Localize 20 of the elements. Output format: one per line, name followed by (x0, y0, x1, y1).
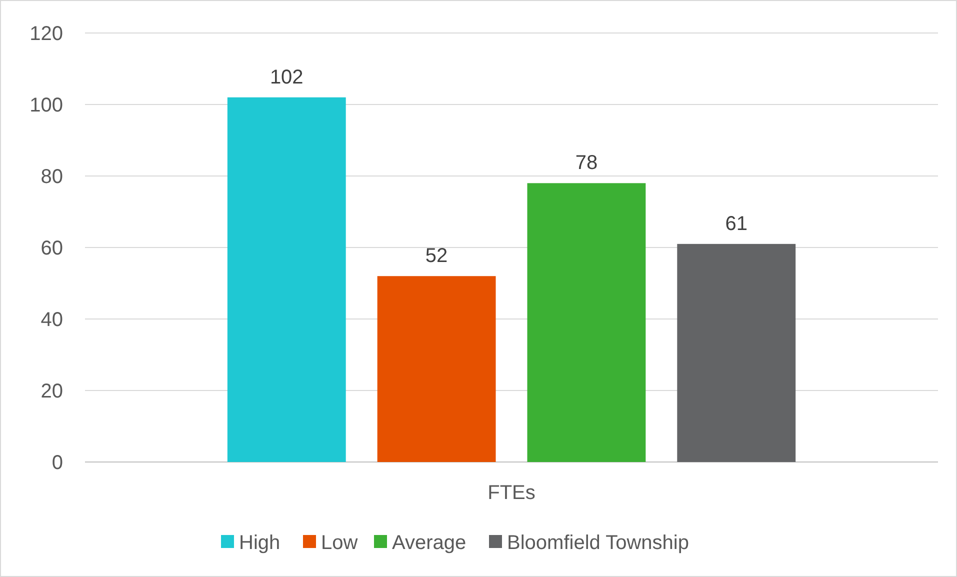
data-label: 78 (575, 152, 598, 174)
y-tick-label: 80 (40, 166, 63, 188)
y-tick-label: 100 (30, 94, 63, 116)
data-label: 52 (425, 245, 448, 268)
data-label: 61 (725, 212, 748, 235)
bar (377, 276, 496, 462)
bar (227, 97, 346, 462)
y-tick-label: 20 (40, 380, 63, 402)
x-tick-label: FTEs (488, 482, 536, 504)
bar (677, 244, 796, 462)
y-tick-label: 60 (40, 238, 63, 260)
legend-label: Low (321, 532, 358, 554)
data-label: 102 (270, 66, 304, 88)
y-tick-label: 120 (30, 23, 63, 45)
y-tick-label: 40 (40, 309, 63, 331)
bar (527, 183, 646, 462)
legend-label: Average (392, 532, 466, 554)
legend-label: Bloomfield Township (507, 532, 689, 554)
y-tick-label: 0 (52, 452, 63, 474)
legend-label: High (239, 532, 280, 554)
